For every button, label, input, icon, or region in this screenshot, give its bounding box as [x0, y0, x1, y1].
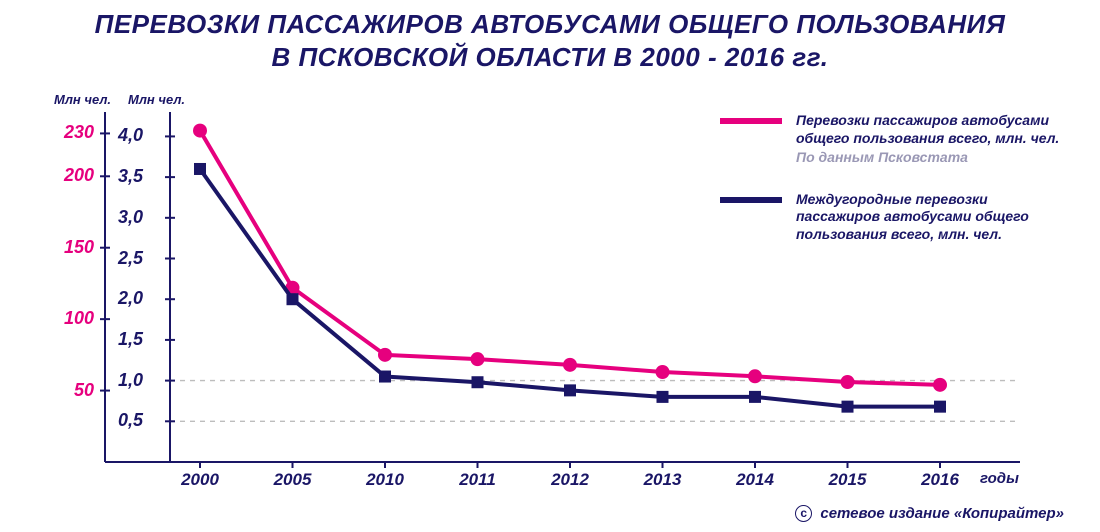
xtick: 2014	[736, 470, 774, 490]
copyright-icon: c	[795, 505, 812, 522]
ytick-right: 2,5	[118, 248, 143, 269]
ytick-left: 50	[34, 380, 94, 401]
legend-item: Междугородные перевозки пассажиров автоб…	[720, 191, 1070, 244]
xtick: 2015	[829, 470, 867, 490]
ytick-right: 3,5	[118, 166, 143, 187]
xtick: 2016	[921, 470, 959, 490]
ytick-left: 230	[34, 122, 94, 143]
xtick: 2010	[366, 470, 404, 490]
xtick: 2005	[274, 470, 312, 490]
ytick-right: 1,5	[118, 329, 143, 350]
chart-area: Млн чел. Млн чел. Перевозки пассажиров а…	[0, 92, 1100, 502]
legend-swatch	[720, 197, 782, 203]
title-line2: В ПСКОВСКОЙ ОБЛАСТИ В 2000 - 2016 гг.	[271, 42, 828, 72]
ytick-right: 0,5	[118, 410, 143, 431]
xtick: 2011	[459, 470, 496, 490]
ytick-left: 100	[34, 308, 94, 329]
ytick-right: 4,0	[118, 125, 143, 146]
ytick-left: 200	[34, 165, 94, 186]
legend-item: Перевозки пассажиров автобусами общего п…	[720, 112, 1070, 167]
legend: Перевозки пассажиров автобусами общего п…	[720, 112, 1070, 267]
legend-text: Перевозки пассажиров автобусами общего п…	[796, 112, 1070, 167]
legend-text: Междугородные перевозки пассажиров автоб…	[796, 191, 1070, 244]
ytick-right: 1,0	[118, 370, 143, 391]
legend-note: По данным Псковстата	[796, 149, 1070, 167]
ytick-right: 3,0	[118, 207, 143, 228]
x-axis-title: годы	[980, 470, 1019, 487]
credit: c сетевое издание «Копирайтер»	[795, 505, 1064, 522]
xtick: 2013	[644, 470, 682, 490]
credit-text: сетевое издание «Копирайтер»	[820, 505, 1064, 522]
xtick: 2000	[181, 470, 219, 490]
title-line1: ПЕРЕВОЗКИ ПАССАЖИРОВ АВТОБУСАМИ ОБЩЕГО П…	[95, 9, 1006, 39]
chart-title: ПЕРЕВОЗКИ ПАССАЖИРОВ АВТОБУСАМИ ОБЩЕГО П…	[0, 8, 1100, 73]
ytick-right: 2,0	[118, 288, 143, 309]
legend-swatch	[720, 118, 782, 124]
xtick: 2012	[551, 470, 589, 490]
ytick-left: 150	[34, 237, 94, 258]
